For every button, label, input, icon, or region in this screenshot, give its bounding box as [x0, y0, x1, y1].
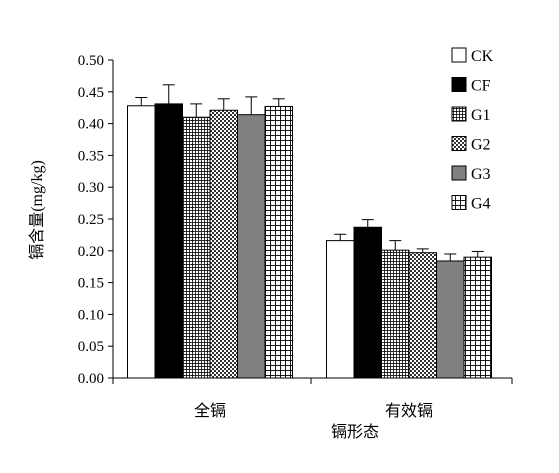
legend-swatch — [451, 47, 467, 63]
y-tick-label: 0.05 — [78, 339, 104, 355]
y-axis-title: 镉含量(mg/kg) — [28, 160, 46, 260]
x-ticks: 全镉 有效镉 — [112, 378, 513, 420]
legend-item-cf: CF — [451, 77, 491, 95]
y-tick-label: 0.50 — [78, 53, 104, 69]
legend-label: G1 — [471, 107, 491, 124]
legend-item-g3: G3 — [451, 165, 491, 183]
legend-swatch — [451, 77, 467, 92]
legend-item-g2: G2 — [451, 136, 491, 154]
bar-g3-1 — [237, 114, 266, 379]
legend-swatch — [451, 165, 467, 181]
bar-cf-1 — [154, 103, 183, 379]
error-bars — [135, 84, 484, 261]
legend-item-g1: G1 — [451, 106, 491, 124]
y-ticks: 0.00 0.05 0.10 0.15 0.20 0.25 0.30 0.35 0.40 0.45… — [78, 53, 113, 387]
error-bar — [245, 96, 258, 115]
y-tick-label: 0.25 — [78, 212, 104, 228]
error-bar — [162, 84, 175, 104]
bar-g2-2 — [408, 252, 437, 379]
x-axis-title: 镉形态 — [331, 423, 379, 441]
error-bar — [334, 233, 347, 241]
error-bar — [135, 97, 148, 106]
y-tick-label: 0.20 — [78, 244, 104, 260]
y-tick-label: 0.40 — [78, 117, 104, 133]
bar-g1-2 — [381, 249, 410, 379]
bar-g1-1 — [182, 116, 211, 379]
legend-swatch — [451, 136, 467, 151]
legend-item-ck: CK — [451, 47, 494, 65]
y-tick-label: 0.30 — [78, 180, 104, 196]
legend: CK CF G1 G2 G3 G4 — [451, 47, 494, 213]
category-label: 全镉 — [194, 402, 226, 420]
error-bar — [361, 219, 374, 228]
bar-g4-2 — [463, 256, 492, 379]
bar-g2-1 — [209, 109, 238, 379]
bars — [127, 103, 492, 379]
error-bar — [217, 98, 230, 111]
legend-label: G4 — [471, 196, 491, 213]
legend-label: G2 — [471, 137, 491, 154]
y-tick-label: 0.45 — [78, 85, 104, 101]
bar-cf-2 — [353, 226, 382, 379]
y-tick-label: 0.15 — [78, 276, 104, 292]
legend-swatch — [451, 195, 467, 210]
y-tick-label: 0.00 — [78, 371, 104, 387]
y-tick-label: 0.35 — [78, 148, 104, 164]
bar-ck-2 — [326, 240, 355, 379]
category-label: 有效镉 — [385, 402, 433, 420]
legend-label: CK — [471, 48, 494, 65]
error-bar — [416, 248, 429, 253]
error-bar — [444, 253, 457, 261]
legend-item-g4: G4 — [451, 195, 491, 213]
error-bar — [190, 103, 203, 118]
error-bar — [471, 250, 484, 258]
y-tick-label: 0.10 — [78, 307, 104, 323]
bar-ck-1 — [127, 105, 156, 379]
error-bar — [272, 98, 285, 107]
legend-label: CF — [471, 78, 491, 95]
bar-g3-2 — [436, 260, 465, 379]
error-bar — [389, 240, 402, 251]
legend-label: G3 — [471, 166, 491, 183]
legend-swatch — [451, 106, 467, 122]
bar-g4-1 — [264, 105, 293, 379]
